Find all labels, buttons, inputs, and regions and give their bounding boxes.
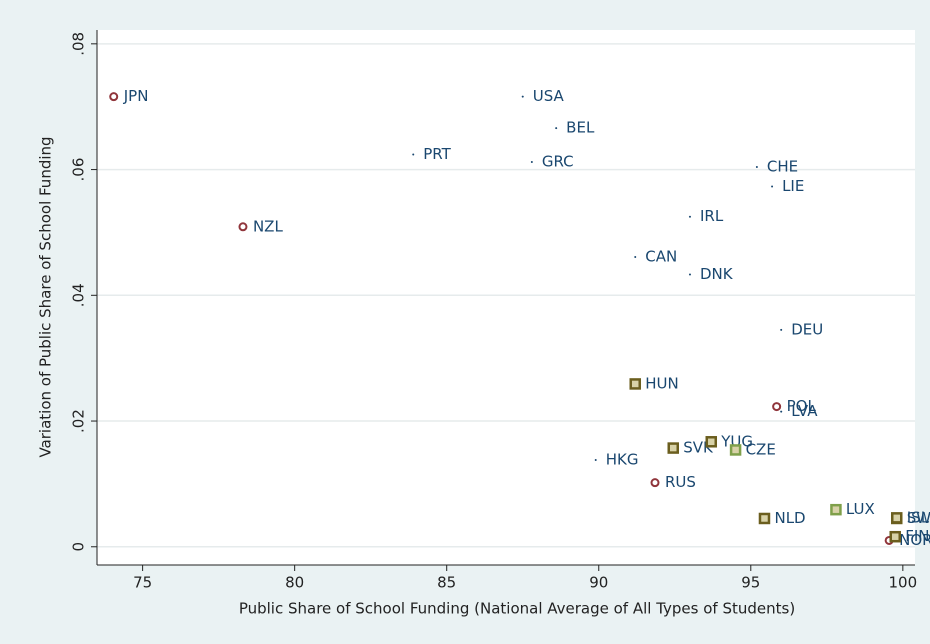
- point-label: USA: [533, 87, 565, 105]
- point: [688, 273, 691, 276]
- point-label: IRL: [700, 207, 724, 225]
- point: [629, 378, 641, 390]
- point: [238, 222, 248, 232]
- point-label: RUS: [665, 473, 696, 491]
- x-tick-label: 95: [741, 574, 760, 592]
- point-label: JPN: [123, 87, 149, 105]
- y-tick-label: .06: [70, 158, 88, 182]
- point-label: CHE: [767, 158, 798, 176]
- point-label: CZE: [746, 440, 776, 458]
- y-axis-title: Variation of Public Share of School Fund…: [37, 136, 55, 457]
- point: [891, 512, 903, 524]
- point: [667, 442, 679, 454]
- point: [889, 530, 901, 543]
- point-label: ISL: [907, 508, 930, 526]
- point-label: HUN: [645, 374, 678, 392]
- point-label: SWE: [907, 509, 930, 527]
- y-tick-label: .02: [70, 409, 88, 433]
- point: [521, 95, 524, 98]
- point-label: BEL: [566, 119, 595, 137]
- y-tick-label: 0: [70, 542, 88, 552]
- x-tick-label: 100: [889, 574, 918, 592]
- y-tick-label: .04: [70, 283, 88, 307]
- point: [758, 512, 771, 525]
- point: [780, 328, 783, 331]
- point-label: YUG: [720, 432, 753, 450]
- point: [705, 436, 718, 448]
- point: [729, 444, 742, 456]
- point-label: GRC: [542, 153, 574, 171]
- point-label: FIN: [905, 527, 929, 545]
- point: [830, 503, 842, 516]
- point-label: CAN: [645, 247, 677, 265]
- x-tick-label: 85: [437, 574, 456, 592]
- x-tick-label: 80: [285, 574, 304, 592]
- point-label: LIE: [782, 177, 804, 195]
- point-label: DNK: [700, 265, 734, 283]
- point: [688, 215, 691, 218]
- point: [755, 166, 758, 169]
- point: [772, 402, 782, 412]
- point-label: LUX: [846, 500, 875, 518]
- point: [555, 127, 558, 130]
- point: [109, 92, 119, 102]
- point-label: DEU: [791, 320, 823, 338]
- point: [412, 153, 415, 156]
- x-tick-label: 90: [589, 574, 608, 592]
- point: [780, 410, 783, 413]
- plot-area: [97, 30, 915, 565]
- point: [771, 185, 774, 188]
- point-label: NLD: [774, 509, 805, 527]
- x-tick-label: 75: [133, 574, 152, 592]
- point: [594, 459, 597, 462]
- point: [530, 161, 533, 164]
- point-label: POL: [787, 397, 817, 415]
- point-label: NZL: [253, 217, 283, 235]
- point: [650, 478, 660, 488]
- point-label: NOR: [899, 531, 930, 549]
- point: [634, 255, 637, 258]
- y-tick-label: .08: [70, 32, 88, 56]
- x-axis-title: Public Share of School Funding (National…: [239, 600, 795, 618]
- point-label: HKG: [606, 451, 639, 469]
- point-label: LVA: [791, 402, 818, 420]
- point-label: PRT: [423, 145, 451, 163]
